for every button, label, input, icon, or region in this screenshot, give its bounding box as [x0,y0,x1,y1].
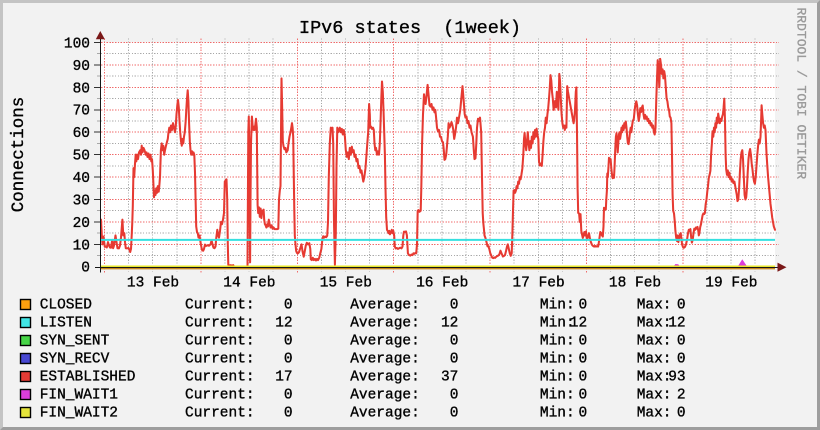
svg-text:90: 90 [73,59,90,75]
svg-text:15 Feb: 15 Feb [320,276,372,292]
svg-text:Min:: Min: [540,351,575,367]
svg-text:Max:: Max: [637,333,672,349]
svg-text:Current:: Current: [185,333,255,349]
svg-text:0: 0 [284,297,293,313]
svg-text:Average:: Average: [350,369,420,385]
svg-text:LISTEN: LISTEN [40,315,92,331]
svg-text:60: 60 [73,126,90,142]
svg-text:Current:: Current: [185,387,255,403]
svg-text:SYN_SENT: SYN_SENT [40,333,110,349]
svg-text:16 Feb: 16 Feb [416,276,468,292]
svg-text:0: 0 [578,351,587,367]
svg-text:17 Feb: 17 Feb [512,276,564,292]
svg-text:Current:: Current: [185,405,255,421]
svg-text:0: 0 [677,405,686,421]
svg-text:Max:: Max: [637,369,672,385]
svg-text:2: 2 [677,387,686,403]
svg-text:Average:: Average: [350,405,420,421]
svg-text:RRDTOOL / TOBI OETIKER: RRDTOOL / TOBI OETIKER [794,8,809,180]
svg-text:19 Feb: 19 Feb [705,276,757,292]
svg-text:0: 0 [284,387,293,403]
svg-text:Min:: Min: [540,333,575,349]
svg-text:14 Feb: 14 Feb [223,276,275,292]
svg-text:0: 0 [284,405,293,421]
svg-text:0: 0 [284,351,293,367]
svg-text:0: 0 [578,333,587,349]
svg-text:18 Feb: 18 Feb [609,276,661,292]
svg-text:Average:: Average: [350,333,420,349]
svg-text:Current:: Current: [185,369,255,385]
svg-text:20: 20 [73,216,90,232]
svg-text:FIN_WAIT1: FIN_WAIT1 [40,387,118,403]
svg-text:Connections: Connections [9,97,29,213]
svg-text:0: 0 [450,333,459,349]
svg-text:CLOSED: CLOSED [40,297,92,313]
svg-text:0: 0 [450,297,459,313]
svg-text:17: 17 [275,369,292,385]
svg-text:Min:: Min: [540,405,575,421]
svg-text:Average:: Average: [350,351,420,367]
svg-text:0: 0 [578,297,587,313]
svg-text:Max:: Max: [637,405,672,421]
svg-text:12: 12 [275,315,292,331]
svg-text:Current:: Current: [185,351,255,367]
svg-text:IPv6 states (1week): IPv6 states (1week) [299,18,521,39]
svg-text:Min:: Min: [540,315,575,331]
svg-text:Current:: Current: [185,297,255,313]
svg-text:Min:: Min: [540,297,575,313]
svg-text:10: 10 [73,238,90,254]
svg-text:0: 0 [450,351,459,367]
svg-text:40: 40 [73,171,90,187]
svg-text:70: 70 [73,104,90,120]
svg-text:Max:: Max: [637,297,672,313]
svg-text:Min:: Min: [540,387,575,403]
svg-text:0: 0 [284,333,293,349]
svg-text:100: 100 [64,36,90,52]
svg-text:ESTABLISHED: ESTABLISHED [40,369,136,385]
svg-text:0: 0 [450,405,459,421]
svg-text:Average:: Average: [350,315,420,331]
svg-text:30: 30 [73,193,90,209]
svg-text:Average:: Average: [350,387,420,403]
svg-text:13 Feb: 13 Feb [127,276,179,292]
svg-text:0: 0 [578,369,587,385]
svg-text:0: 0 [677,297,686,313]
svg-text:Max:: Max: [637,315,672,331]
svg-text:80: 80 [73,81,90,97]
svg-text:12: 12 [570,315,587,331]
svg-text:SYN_RECV: SYN_RECV [40,351,110,367]
svg-text:Current:: Current: [185,315,255,331]
svg-text:0: 0 [450,387,459,403]
svg-text:50: 50 [73,149,90,165]
svg-text:0: 0 [578,405,587,421]
svg-text:0: 0 [578,387,587,403]
svg-text:FIN_WAIT2: FIN_WAIT2 [40,405,118,421]
svg-text:12: 12 [441,315,458,331]
svg-text:Min:: Min: [540,369,575,385]
svg-text:Max:: Max: [637,351,672,367]
svg-text:Average:: Average: [350,297,420,313]
svg-text:0: 0 [677,351,686,367]
svg-text:Max:: Max: [637,387,672,403]
svg-text:0: 0 [81,261,90,277]
svg-text:37: 37 [441,369,458,385]
svg-text:93: 93 [668,369,685,385]
svg-text:0: 0 [677,333,686,349]
svg-text:12: 12 [668,315,685,331]
